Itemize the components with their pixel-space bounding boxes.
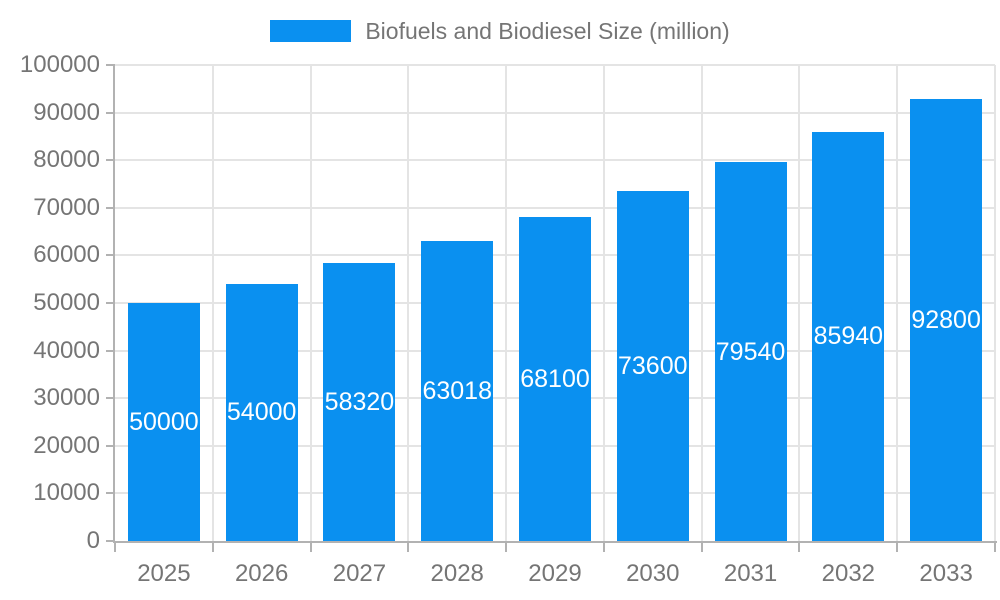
bar: [714, 162, 787, 541]
legend-label: Biofuels and Biodiesel Size (million): [365, 18, 730, 44]
y-tick: [106, 349, 115, 352]
y-tick: [106, 397, 115, 400]
bar: [421, 241, 494, 541]
y-tick: [106, 302, 115, 304]
bar: [519, 216, 591, 541]
x-tick-label: 2026: [234, 560, 289, 587]
legend-swatch-icon: [270, 20, 352, 42]
x-tick: [309, 541, 312, 552]
bar-value-label: 63018: [422, 377, 492, 406]
y-tick-label: 40000: [33, 336, 100, 364]
x-grid-line: [798, 65, 801, 541]
x-grid-line: [896, 65, 899, 541]
bar: [616, 190, 689, 541]
x-tick-label: 2027: [332, 560, 387, 587]
x-grid-line: [602, 65, 605, 541]
x-tick: [114, 541, 116, 552]
y-tick-label: 100000: [19, 51, 100, 78]
x-grid-line: [211, 65, 214, 541]
y-tick: [106, 111, 115, 114]
y-tick-label: 60000: [33, 241, 100, 269]
x-tick-label: 2032: [821, 560, 876, 587]
y-grid-line: [115, 64, 995, 66]
y-tick: [106, 444, 115, 447]
x-tick-label: 2030: [626, 560, 680, 587]
x-tick: [994, 541, 996, 552]
y-grid-line: [115, 206, 995, 209]
bar-value-label: 85940: [813, 322, 884, 351]
bar: [225, 283, 298, 541]
x-tick: [798, 541, 801, 552]
x-grid-line: [309, 65, 312, 541]
x-grid-line: [407, 65, 410, 541]
y-tick: [106, 254, 115, 257]
bar-value-label: 92800: [911, 306, 981, 335]
x-tick: [211, 541, 214, 552]
y-tick-label: 90000: [33, 98, 100, 126]
y-tick: [106, 64, 115, 66]
y-tick-label: 50000: [33, 289, 100, 316]
y-tick-label: 0: [86, 527, 100, 554]
y-grid-line: [115, 111, 995, 114]
y-tick: [106, 492, 115, 495]
bar-value-label: 68100: [520, 364, 590, 393]
bar-value-label: 50000: [129, 408, 199, 436]
bar-value-label: 58320: [324, 388, 395, 417]
bar: [323, 263, 396, 541]
x-axis-line: [113, 541, 997, 543]
bar: [812, 131, 885, 541]
bar: [127, 303, 200, 541]
y-tick-label: 80000: [33, 146, 100, 174]
bar: [910, 99, 983, 541]
x-tick: [602, 541, 605, 552]
y-tick: [106, 206, 115, 209]
x-grid-line: [700, 65, 703, 541]
x-tick: [407, 541, 410, 552]
y-grid-line: [115, 159, 995, 162]
x-tick-label: 2031: [723, 560, 778, 587]
x-tick: [505, 541, 508, 552]
x-tick-label: 2028: [430, 560, 484, 587]
x-tick: [700, 541, 703, 552]
x-grid-line: [505, 65, 508, 541]
x-grid-line: [994, 65, 996, 541]
y-tick: [106, 540, 115, 542]
bar-value-label: 79540: [715, 337, 786, 366]
y-tick-label: 20000: [33, 431, 100, 459]
y-tick-label: 10000: [33, 479, 100, 507]
x-tick-label: 2025: [137, 560, 191, 587]
y-axis-line: [113, 65, 115, 543]
bar-value-label: 73600: [618, 351, 688, 380]
y-tick: [106, 159, 115, 162]
x-tick: [896, 541, 899, 552]
y-tick-label: 30000: [33, 384, 100, 412]
x-tick-label: 2029: [528, 560, 582, 587]
bar-value-label: 54000: [226, 398, 297, 427]
y-tick-label: 70000: [33, 193, 100, 221]
legend-item[interactable]: Biofuels and Biodiesel Size (million): [0, 18, 1000, 44]
x-tick-label: 2033: [919, 560, 973, 587]
